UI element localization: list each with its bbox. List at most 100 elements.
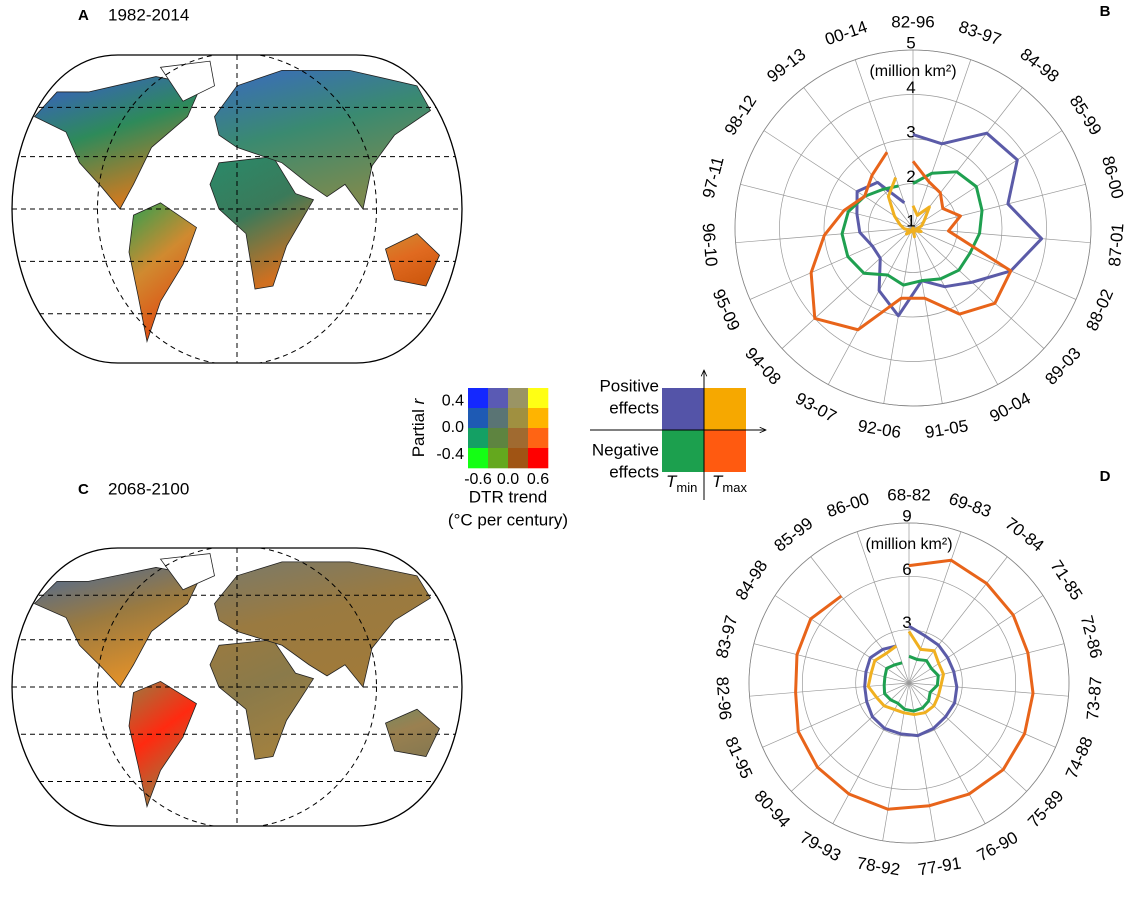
landmass	[214, 70, 432, 210]
r-tick-label: 6	[902, 560, 911, 579]
category-label: 84-98	[1017, 45, 1063, 87]
map	[11, 54, 463, 364]
legend-swatch	[662, 430, 704, 472]
legend-axis-title-text: Partial	[409, 409, 428, 457]
panel-period: 1982-2014	[108, 5, 189, 24]
graticule	[97, 55, 377, 363]
map-outline	[11, 547, 463, 827]
grid-ring	[855, 629, 963, 737]
r-tick-label: 2	[906, 167, 915, 186]
r-axis-unit: (million km²)	[865, 536, 952, 553]
panel-period: 2068-2100	[108, 479, 189, 498]
legend-tick-label: 0.0	[497, 471, 519, 488]
category-label: 69-83	[946, 489, 993, 521]
landmass	[385, 708, 440, 757]
landmass	[33, 567, 202, 688]
grid-ring	[801, 575, 1017, 791]
legend-subscript: max	[722, 480, 747, 495]
category-label: 84-98	[732, 557, 772, 604]
radar-frame	[734, 49, 1092, 407]
category-label: 86-00	[1098, 154, 1126, 201]
spoke	[832, 682, 910, 824]
category-label: 82-96	[891, 12, 934, 31]
radar-line	[866, 630, 945, 717]
category-label: 76-90	[974, 828, 1021, 865]
legend-axis-title: (°C per century)	[448, 510, 568, 529]
legend-label: effects	[609, 462, 659, 481]
legend-swatch	[488, 428, 509, 449]
category-label: 75-89	[1024, 787, 1067, 832]
category-label: 90-04	[986, 389, 1033, 426]
legend-swatch	[528, 408, 549, 429]
category-label: 96-10	[698, 222, 721, 267]
category-label: 95-09	[709, 286, 744, 333]
legend-swatch	[468, 448, 489, 469]
panel-letter: A	[78, 7, 89, 24]
spoke	[791, 682, 910, 792]
category-label: 94-08	[741, 344, 784, 389]
radar-line	[863, 624, 959, 738]
radar-line	[886, 176, 931, 239]
legend-swatch	[508, 388, 529, 409]
panel-letter: C	[78, 481, 89, 498]
grid-ring	[779, 94, 1047, 362]
legend-swatch	[704, 430, 746, 472]
category-label: 77-91	[917, 853, 963, 879]
map-outline	[11, 54, 463, 364]
r-tick-label: 3	[906, 122, 915, 141]
category-label: 85-99	[771, 514, 817, 556]
legend-axis-title: DTR trend	[469, 487, 547, 506]
category-label: 88-02	[1082, 286, 1117, 333]
landmass	[33, 76, 202, 210]
legend-axis-title: Partial r	[409, 397, 428, 457]
landmass	[128, 202, 197, 343]
legend-swatch	[528, 428, 549, 449]
legend-swatch	[508, 428, 529, 449]
landmass	[209, 639, 315, 760]
spoke	[908, 682, 1056, 748]
category-label: 91-05	[924, 416, 970, 442]
legend-tick-label: 0.6	[527, 471, 549, 488]
category-label: 79-93	[797, 828, 844, 865]
category-label: 93-07	[792, 389, 839, 426]
legend-swatch	[528, 448, 549, 469]
r-tick-label: 5	[906, 33, 915, 52]
legend-swatch	[468, 428, 489, 449]
landmass	[159, 60, 215, 102]
legend-label: Negative	[592, 440, 659, 459]
legend-label: Tmax	[712, 472, 747, 495]
legend-tick-label: 0.0	[442, 419, 464, 436]
radar-line	[794, 558, 1035, 811]
legend-tick-label: -0.6	[464, 471, 492, 488]
spoke	[908, 682, 986, 824]
graticule	[97, 548, 377, 826]
category-label: 85-99	[1066, 92, 1106, 139]
category-label: 87-01	[1105, 222, 1126, 267]
legend-swatch	[468, 388, 489, 409]
category-label: 68-82	[887, 485, 930, 504]
r-tick-label: 3	[902, 613, 911, 632]
landmass	[385, 233, 440, 287]
landmass	[209, 156, 315, 290]
spoke	[753, 643, 910, 684]
category-label: 97-11	[699, 155, 728, 201]
legend-swatch	[662, 388, 704, 430]
landmass	[128, 680, 197, 808]
spoke	[908, 682, 1027, 792]
grid-ring	[823, 138, 1003, 318]
category-label: 83-97	[712, 613, 741, 660]
spoke	[810, 556, 910, 684]
legend-symbol: T	[712, 472, 724, 491]
radar-line	[840, 170, 984, 287]
spoke	[908, 682, 936, 841]
category-label: 00-14	[822, 17, 869, 49]
legend-label: Positive	[599, 376, 659, 395]
legend-label: Tmin	[666, 472, 697, 495]
legend-axis-title-var: r	[409, 397, 428, 404]
r-tick-label: 9	[902, 506, 911, 525]
legend-swatch	[488, 388, 509, 409]
legend-label: effects	[609, 398, 659, 417]
legend-swatch	[488, 408, 509, 429]
